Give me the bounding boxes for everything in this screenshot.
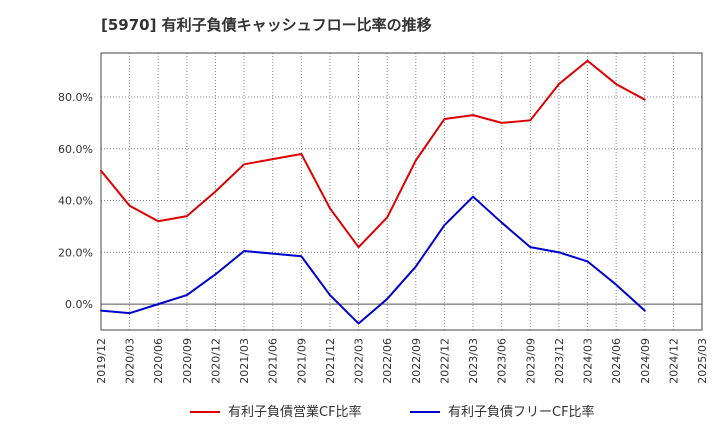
x-tick-label: 2023/09 — [524, 338, 537, 384]
x-tick-label: 2020/03 — [124, 338, 137, 384]
x-tick-label: 2022/12 — [438, 338, 451, 384]
x-tick-label: 2019/12 — [95, 338, 108, 384]
x-tick-label: 2020/09 — [181, 338, 194, 384]
y-tick-label: 0.0% — [65, 298, 93, 311]
x-tick-label: 2023/12 — [553, 338, 566, 384]
x-tick-label: 2023/03 — [467, 338, 480, 384]
y-tick-label: 80.0% — [58, 91, 93, 104]
x-tick-label: 2021/06 — [267, 338, 280, 384]
x-tick-label: 2022/09 — [410, 338, 423, 384]
x-tick-label: 2022/03 — [353, 338, 366, 384]
x-tick-label: 2020/12 — [209, 338, 222, 384]
x-tick-label: 2021/12 — [324, 338, 337, 384]
plot-frame — [100, 52, 703, 331]
x-tick-label: 2024/03 — [582, 338, 595, 384]
x-tick-label: 2025/03 — [696, 338, 709, 384]
x-tick-label: 2021/09 — [295, 338, 308, 384]
legend-label-2: 有利子負債フリーCF比率 — [448, 404, 595, 420]
x-tick-label: 2021/03 — [238, 338, 251, 384]
x-tick-label: 2020/06 — [152, 338, 165, 384]
x-tick-label: 2024/09 — [639, 338, 652, 384]
legend-label-1: 有利子負債営業CF比率 — [228, 404, 362, 420]
series-line-1 — [100, 59, 646, 249]
x-tick-label: 2024/12 — [667, 338, 680, 384]
plot-area — [101, 53, 702, 330]
series-line-2 — [100, 195, 646, 325]
y-tick-label: 60.0% — [58, 143, 93, 156]
x-tick-label: 2022/06 — [381, 338, 394, 384]
x-tick-label: 2023/06 — [496, 338, 509, 384]
y-tick-label: 40.0% — [58, 195, 93, 208]
x-tick-label: 2024/06 — [610, 338, 623, 384]
y-tick-label: 20.0% — [58, 246, 93, 259]
chart-title: [5970] 有利子負債キャッシュフロー比率の推移 — [101, 16, 432, 34]
